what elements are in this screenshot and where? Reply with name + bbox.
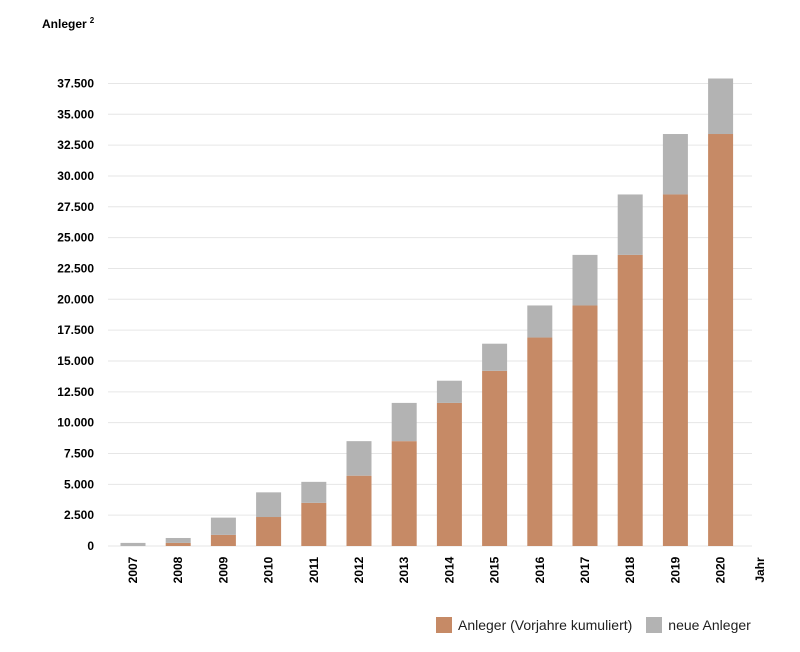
x-tick-label: 2017	[578, 556, 592, 583]
y-tick-label: 25.000	[57, 231, 94, 245]
legend-label-cumulative: Anleger (Vorjahre kumuliert)	[458, 617, 633, 633]
x-tick-label: 2008	[171, 556, 185, 583]
y-tick-label: 10.000	[57, 416, 94, 430]
legend-label-new: neue Anleger	[668, 617, 751, 633]
y-tick-label: 0	[87, 539, 94, 553]
x-tick-label: 2015	[488, 556, 502, 583]
bars	[120, 78, 734, 547]
bar-new-2018	[617, 194, 643, 255]
bar-cumulative-2020	[708, 134, 734, 547]
bar-new-2014	[436, 380, 462, 403]
x-tick-label: 2019	[668, 556, 682, 583]
legend-item-new: neue Anleger	[646, 617, 751, 633]
legend-swatch-cumulative	[436, 617, 452, 633]
bar-new-2012	[346, 441, 372, 476]
legend-item-cumulative: Anleger (Vorjahre kumuliert)	[436, 617, 632, 633]
bar-new-2020	[708, 78, 734, 135]
bar-new-2015	[482, 343, 508, 371]
bar-cumulative-2009	[210, 534, 236, 546]
x-tick-label: 2013	[397, 556, 411, 583]
gridlines	[108, 82, 752, 547]
bar-new-2011	[301, 481, 327, 503]
y-tick-label: 7.500	[64, 446, 94, 460]
bar-new-2017	[572, 254, 598, 306]
legend: Anleger (Vorjahre kumuliert) neue Anlege…	[436, 617, 765, 633]
y-tick-label: 35.000	[57, 107, 94, 121]
bar-new-2019	[662, 134, 688, 195]
y-tick-label: 12.500	[57, 385, 94, 399]
bar-cumulative-2017	[572, 305, 598, 546]
x-axis-label: Jahr	[753, 557, 767, 583]
y-tick-label: 17.500	[57, 323, 94, 337]
bar-cumulative-2016	[527, 337, 553, 546]
bar-new-2010	[256, 492, 282, 518]
y-tick-label: 32.500	[57, 138, 94, 152]
bar-cumulative-2013	[391, 441, 417, 546]
y-tick-label: 30.000	[57, 169, 94, 183]
y-axis-label: Anleger 2	[42, 16, 95, 31]
y-tick-label: 27.500	[57, 200, 94, 214]
x-tick-label: 2012	[352, 556, 366, 583]
bar-cumulative-2015	[482, 370, 508, 546]
bar-new-2007	[120, 542, 146, 546]
y-tick-label: 20.000	[57, 292, 94, 306]
bar-new-2016	[527, 305, 553, 338]
x-tick-label: 2016	[533, 556, 547, 583]
x-tick-label: 2009	[216, 556, 230, 583]
bar-cumulative-2011	[301, 502, 327, 546]
x-axis-ticks: 2007 2008 2009 2010 2011 2012 2013 2014 2015 2016…	[126, 556, 728, 583]
bar-cumulative-2018	[617, 254, 643, 547]
y-axis-label-superscript: 2	[90, 16, 95, 25]
legend-swatch-new	[646, 617, 663, 633]
bar-new-2008	[165, 537, 191, 543]
bar-cumulative-2012	[346, 475, 372, 546]
x-tick-label: 2020	[714, 556, 728, 583]
y-tick-label: 15.000	[57, 354, 94, 368]
y-tick-label: 37.500	[57, 76, 94, 90]
y-tick-label: 2.500	[64, 508, 94, 522]
y-tick-label: 5.000	[64, 477, 94, 491]
bar-new-2009	[210, 517, 236, 535]
x-tick-label: 2018	[623, 556, 637, 583]
x-tick-label: 2011	[307, 557, 321, 583]
bar-cumulative-2008	[165, 542, 191, 546]
bar-new-2013	[391, 402, 417, 442]
bar-cumulative-2010	[256, 517, 282, 546]
y-axis-ticks: 0 2.500 5.000 7.500 10.000 12.500 15.000 17.500…	[57, 76, 94, 553]
y-axis-label-text: Anleger	[42, 17, 87, 31]
x-tick-label: 2010	[262, 556, 276, 583]
y-tick-label: 22.500	[57, 261, 94, 275]
bar-cumulative-2019	[662, 194, 688, 546]
bar-cumulative-2014	[436, 402, 462, 546]
x-tick-label: 2007	[126, 556, 140, 583]
x-tick-label: 2014	[442, 556, 456, 583]
